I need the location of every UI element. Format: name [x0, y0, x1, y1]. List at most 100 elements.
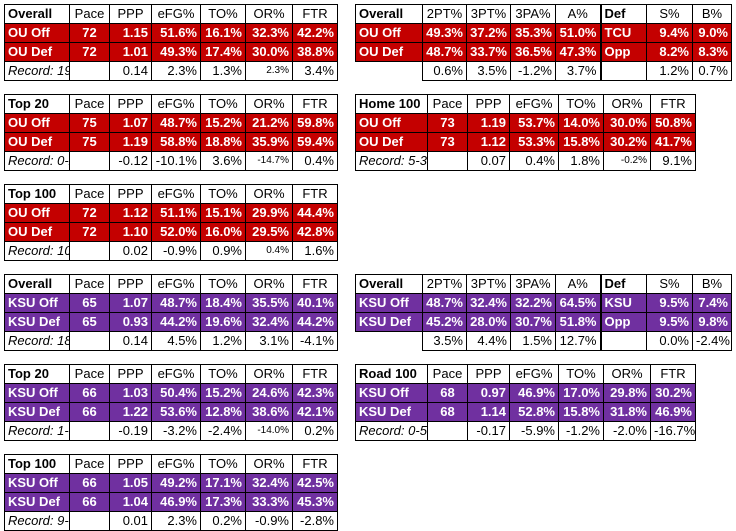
record-label: Record: 18-8: [4, 331, 70, 351]
cell-a: 64.5%: [555, 293, 601, 313]
cell-or: 30.2%: [603, 132, 651, 152]
cell-p2: 49.3%: [422, 23, 467, 43]
cell-efg: 53.6%: [151, 402, 201, 422]
cell-efg: 52.0%: [151, 222, 201, 242]
record-diff-ftr: -4.1%: [292, 331, 338, 351]
column-header-ppp: PPP: [109, 184, 152, 204]
record-diff-pace: [69, 421, 110, 441]
cell-ftr: 59.4%: [292, 132, 338, 152]
column-header-ppp: PPP: [109, 4, 152, 24]
table-row: KSU Off 66 1.05 49.2% 17.1% 32.4% 42.5%: [4, 473, 338, 493]
column-header-ppp: PPP: [109, 94, 152, 114]
cell-ftr: 42.5%: [292, 473, 338, 493]
record-diff-efg: -5.9%: [509, 421, 559, 441]
table-row: KSU Off 65 1.07 48.7% 18.4% 35.5% 40.1%: [4, 293, 338, 313]
cell-a: 51.0%: [555, 23, 601, 43]
record-diff-efg: 4.5%: [151, 331, 201, 351]
record-diff-to: -2.4%: [200, 421, 246, 441]
cell-pace: 68: [427, 402, 468, 422]
cell-a: 51.8%: [555, 312, 601, 332]
ou-overall-table: Overall Pace PPP eFG% TO% OR% FTR OU Off 72 1.15 5…: [4, 4, 338, 81]
record-diff-or: 0.4%: [245, 241, 293, 261]
record-row: Record: 18-8 0.144.5%1.2%3.1%-4.1%: [4, 331, 338, 351]
record-diff-or: 3.1%: [245, 331, 293, 351]
record-diff-efg: -10.1%: [151, 151, 201, 171]
record-diff-ppp: -0.17: [467, 421, 510, 441]
cell-ppp: 1.12: [467, 132, 510, 152]
column-header-pace: Pace: [427, 364, 468, 384]
cell-ppp: 0.93: [109, 312, 152, 332]
cell-or: 32.4%: [245, 473, 293, 493]
column-header-p2: 2PT%: [422, 274, 467, 294]
table-row: KSU Def 66 1.04 46.9% 17.3% 33.3% 45.3%: [4, 492, 338, 512]
record-diff-p2: 3.5%: [422, 331, 467, 351]
cell-p3a: 36.5%: [510, 42, 556, 62]
cell-efg: 49.2%: [151, 473, 201, 493]
cell-or: 31.8%: [603, 402, 651, 422]
cell-to: 15.8%: [558, 402, 604, 422]
cell-pace: 66: [69, 402, 110, 422]
cell-def: TCU: [599, 23, 647, 43]
record-row: Record: 5-3 0.07 0.4% 1.8% -0.2% 9.1%: [355, 151, 696, 171]
column-header-or: OR%: [245, 94, 293, 114]
column-header-p2: 2PT%: [422, 4, 467, 24]
record-spacer: [355, 331, 423, 351]
record-row: Record: 10-7 0.02-0.9%0.9%0.4%1.6%: [4, 241, 338, 261]
table-row: OU Off 73 1.19 53.7% 14.0% 30.0% 50.8%: [355, 113, 696, 133]
record-row: 0.6% 3.5% -1.2% 3.7% 1.2% 0.7%: [355, 61, 732, 81]
column-header-ppp: PPP: [109, 274, 152, 294]
row-label: OU Def: [355, 132, 428, 152]
table-row: OU Def 75 1.19 58.8% 18.8% 35.9% 59.4%: [4, 132, 338, 152]
record-diff-ftr: -2.8%: [292, 511, 338, 531]
cell-b: 8.3%: [692, 42, 732, 62]
table-title: Overall: [355, 274, 423, 294]
cell-efg: 48.7%: [151, 293, 201, 313]
record-diff-pace: [69, 241, 110, 261]
record-diff-ftr: 0.4%: [292, 151, 338, 171]
ksu-shooting-table: Overall 2PT% 3PT% 3PA% A% Def S% B% KSU Off 48.7%…: [355, 274, 732, 351]
column-header-s: S%: [646, 4, 693, 24]
column-header-ppp: PPP: [467, 94, 510, 114]
record-diff-s: 0.0%: [646, 331, 693, 351]
cell-p3: 37.2%: [466, 23, 511, 43]
record-row: 3.5% 4.4% 1.5% 12.7% 0.0% -2.4%: [355, 331, 732, 351]
column-header-or: OR%: [603, 94, 651, 114]
cell-efg: 51.1%: [151, 203, 201, 223]
cell-p3: 33.7%: [466, 42, 511, 62]
cell-efg: 46.9%: [509, 383, 559, 403]
cell-ppp: 1.01: [109, 42, 152, 62]
table-row: KSU Def 65 0.93 44.2% 19.6% 32.4% 44.2%: [4, 312, 338, 332]
cell-efg: 53.3%: [509, 132, 559, 152]
cell-or: 24.6%: [245, 383, 293, 403]
ou-top100-table: Top 100 Pace PPP eFG% TO% OR% FTR OU Off 72 1.12 5…: [4, 184, 338, 261]
column-header-def: Def: [599, 4, 647, 24]
cell-to: 17.3%: [200, 492, 246, 512]
cell-ftr: 42.2%: [292, 23, 338, 43]
record-spacer: [355, 61, 423, 81]
column-header-or: OR%: [245, 184, 293, 204]
cell-ftr: 40.1%: [292, 293, 338, 313]
cell-ftr: 44.4%: [292, 203, 338, 223]
cell-ftr: 42.8%: [292, 222, 338, 242]
column-header-ftr: FTR: [292, 94, 338, 114]
cell-ftr: 30.2%: [650, 383, 696, 403]
cell-ppp: 1.19: [109, 132, 152, 152]
cell-ppp: 1.19: [467, 113, 510, 133]
column-header-efg: eFG%: [151, 274, 201, 294]
record-diff-efg: -0.9%: [151, 241, 201, 261]
cell-def: Opp: [599, 312, 647, 332]
cell-p3a: 32.2%: [510, 293, 556, 313]
record-diff-ftr: 3.4%: [292, 61, 338, 81]
column-header-ftr: FTR: [292, 454, 338, 474]
record-diff-to: 3.6%: [200, 151, 246, 171]
table-title: Top 100: [4, 454, 70, 474]
record-diff-ppp: 0.14: [109, 61, 152, 81]
cell-b: 9.0%: [692, 23, 732, 43]
header-row: Top 20 Pace PPP eFG% TO% OR% FTR: [4, 94, 338, 114]
column-header-efg: eFG%: [509, 364, 559, 384]
column-header-ppp: PPP: [109, 364, 152, 384]
cell-to: 16.0%: [200, 222, 246, 242]
record-diff-or: -14.0%: [245, 421, 293, 441]
table-title: Top 100: [4, 184, 70, 204]
column-header-pace: Pace: [427, 94, 468, 114]
